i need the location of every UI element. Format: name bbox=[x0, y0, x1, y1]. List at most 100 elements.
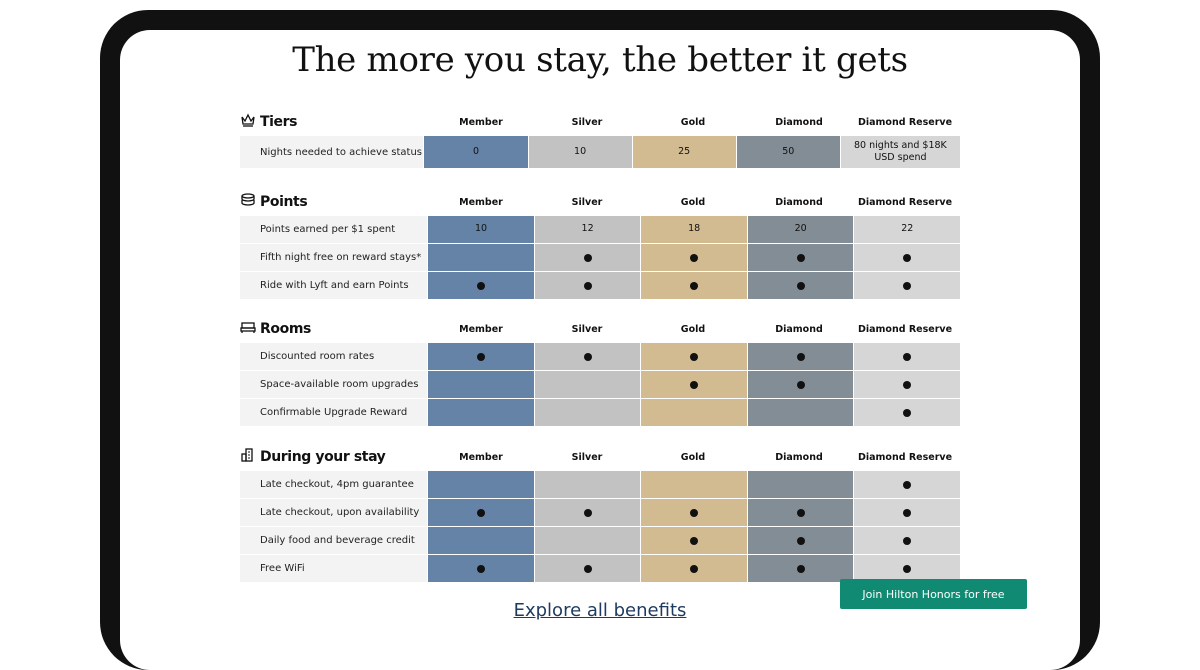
included-dot-icon bbox=[477, 352, 486, 361]
section-points: Points Member Silver Gold Diamond Diamon… bbox=[240, 188, 961, 300]
included-dot-icon bbox=[477, 508, 486, 517]
included-dot-icon bbox=[903, 352, 912, 361]
cell-gold: 25 bbox=[631, 136, 736, 168]
cell-member bbox=[427, 343, 534, 370]
table-row: Space-available room upgrades bbox=[240, 371, 961, 398]
benefit-label: Confirmable Upgrade Reward bbox=[240, 399, 428, 426]
cell-gold bbox=[640, 527, 747, 554]
cell-gold bbox=[640, 399, 747, 426]
crown-icon bbox=[240, 112, 256, 132]
included-dot-icon bbox=[583, 352, 592, 361]
cell-diamond-reserve bbox=[853, 555, 961, 582]
column-header-diamond: Diamond bbox=[775, 451, 823, 463]
section-header: Points Member Silver Gold Diamond Diamon… bbox=[240, 188, 960, 216]
column-header-diamond-reserve: Diamond Reserve bbox=[857, 323, 953, 335]
included-dot-icon bbox=[796, 536, 805, 545]
column-header-gold: Gold bbox=[680, 451, 706, 463]
benefit-label: Points earned per $1 spent bbox=[240, 216, 428, 243]
join-hilton-honors-button[interactable]: Join Hilton Honors for free bbox=[840, 579, 1027, 609]
cell-diamond-reserve bbox=[853, 371, 961, 398]
cell-gold bbox=[640, 343, 747, 370]
coins-icon bbox=[240, 192, 256, 212]
cell-diamond-reserve bbox=[853, 471, 961, 498]
column-header-member: Member bbox=[459, 451, 503, 463]
cell-diamond-reserve bbox=[853, 244, 961, 271]
included-dot-icon bbox=[903, 380, 912, 389]
cell-gold bbox=[640, 555, 747, 582]
section-title: Tiers bbox=[260, 114, 298, 130]
cell-member bbox=[427, 471, 534, 498]
cell-diamond-reserve bbox=[853, 343, 961, 370]
column-header-diamond-reserve: Diamond Reserve bbox=[857, 451, 953, 463]
table-row: Fifth night free on reward stays* bbox=[240, 244, 961, 271]
included-dot-icon bbox=[690, 281, 699, 290]
included-dot-icon bbox=[796, 281, 805, 290]
cell-member bbox=[427, 371, 534, 398]
included-dot-icon bbox=[796, 352, 805, 361]
cell-silver bbox=[533, 244, 641, 271]
cell-member bbox=[427, 244, 534, 271]
cell-diamond: 50 bbox=[735, 136, 840, 168]
included-dot-icon bbox=[690, 380, 699, 389]
cell-diamond bbox=[746, 499, 854, 526]
cell-diamond-reserve bbox=[853, 399, 961, 426]
included-dot-icon bbox=[477, 281, 486, 290]
cell-diamond-reserve bbox=[853, 272, 961, 299]
section-title: Points bbox=[260, 194, 308, 210]
included-dot-icon bbox=[690, 253, 699, 262]
cell-gold bbox=[640, 499, 747, 526]
benefit-label: Discounted room rates bbox=[240, 343, 428, 370]
included-dot-icon bbox=[796, 508, 805, 517]
cell-member: 0 bbox=[423, 136, 528, 168]
included-dot-icon bbox=[796, 564, 805, 573]
cell-diamond: 20 bbox=[746, 216, 854, 243]
included-dot-icon bbox=[903, 564, 912, 573]
hotel-building-icon bbox=[240, 447, 256, 467]
table-row: Daily food and beverage credit bbox=[240, 527, 961, 554]
cell-member: 10 bbox=[427, 216, 534, 243]
cell-gold: 18 bbox=[640, 216, 747, 243]
section-rooms: Rooms Member Silver Gold Diamond Diamond… bbox=[240, 315, 961, 427]
cell-gold bbox=[640, 244, 747, 271]
included-dot-icon bbox=[796, 253, 805, 262]
column-header-member: Member bbox=[459, 116, 503, 128]
cell-diamond bbox=[746, 555, 854, 582]
cell-silver bbox=[533, 499, 641, 526]
table-row: Late checkout, upon availability bbox=[240, 499, 961, 526]
included-dot-icon bbox=[903, 536, 912, 545]
benefit-label: Space-available room upgrades bbox=[240, 371, 428, 398]
table-row: Nights needed to achieve status 0 10 25 50 80… bbox=[240, 136, 960, 168]
benefit-rows: Discounted room rates Space-available roo… bbox=[240, 343, 961, 426]
section-header: During your stay Member Silver Gold Diam… bbox=[240, 443, 960, 471]
included-dot-icon bbox=[690, 536, 699, 545]
section-header: Rooms Member Silver Gold Diamond Diamond… bbox=[240, 315, 960, 343]
column-header-silver: Silver bbox=[571, 196, 603, 208]
column-header-gold: Gold bbox=[680, 116, 706, 128]
included-dot-icon bbox=[690, 564, 699, 573]
cell-diamond-reserve bbox=[853, 527, 961, 554]
included-dot-icon bbox=[903, 281, 912, 290]
cell-silver: 12 bbox=[533, 216, 641, 243]
section-title: During your stay bbox=[260, 449, 386, 465]
column-header-silver: Silver bbox=[571, 451, 603, 463]
column-header-gold: Gold bbox=[680, 196, 706, 208]
included-dot-icon bbox=[477, 564, 486, 573]
included-dot-icon bbox=[903, 253, 912, 262]
included-dot-icon bbox=[903, 408, 912, 417]
cell-diamond bbox=[746, 371, 854, 398]
cell-member bbox=[427, 272, 534, 299]
benefit-label: Daily food and beverage credit bbox=[240, 527, 428, 554]
explore-all-benefits-link[interactable]: Explore all benefits bbox=[513, 600, 687, 621]
cell-silver bbox=[533, 371, 641, 398]
cell-diamond bbox=[746, 527, 854, 554]
cell-diamond bbox=[746, 471, 854, 498]
column-header-diamond: Diamond bbox=[775, 116, 823, 128]
benefit-rows: Late checkout, 4pm guarantee Late checkou… bbox=[240, 471, 961, 582]
cell-member bbox=[427, 499, 534, 526]
cell-silver bbox=[533, 527, 641, 554]
cell-silver bbox=[533, 343, 641, 370]
benefit-label: Late checkout, upon availability bbox=[240, 499, 428, 526]
included-dot-icon bbox=[690, 352, 699, 361]
benefit-label: Nights needed to achieve status bbox=[240, 136, 424, 168]
benefit-rows: Points earned per $1 spent 10 12 18 20 22 Fift… bbox=[240, 216, 961, 299]
